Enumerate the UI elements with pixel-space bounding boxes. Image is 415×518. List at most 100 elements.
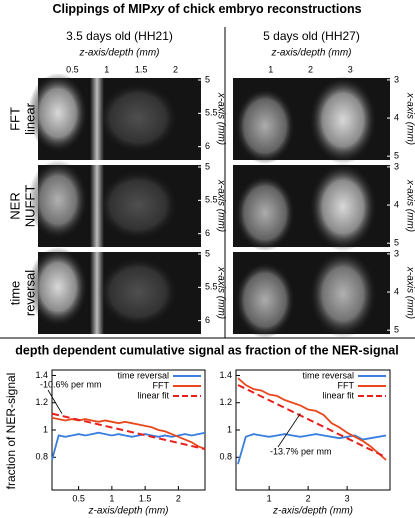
image-feature	[90, 165, 104, 247]
image-feature	[90, 78, 104, 160]
x-tick-label: 2	[306, 493, 311, 503]
y-tick-label: 3	[394, 161, 399, 171]
legend-label: time reversal	[117, 370, 169, 380]
annotation: -13.7% per mm	[270, 446, 332, 456]
y-axis-label: x-axis (mm)	[215, 92, 226, 145]
x-axis-label: z-axis/depth (mm)	[87, 506, 168, 517]
row-label: NER	[7, 192, 22, 219]
annotation-arrow	[47, 389, 63, 414]
y-tick-label: 5.5	[205, 282, 218, 292]
y-tick-label: 6	[205, 141, 210, 151]
x-axis-label: z-axis/depth (mm)	[78, 48, 159, 59]
series-line	[237, 433, 387, 465]
column-title: 3.5 days old (HH21)	[66, 29, 173, 43]
row-label: reversal	[22, 270, 37, 316]
x-tick-label: 2	[173, 64, 178, 74]
x-axis-label: z-axis/depth (mm)	[270, 48, 351, 59]
x-tick-label: 1	[267, 493, 272, 503]
y-tick-label: 0.8	[219, 452, 232, 462]
image-feature	[309, 163, 377, 251]
y-tick-label: 5	[205, 248, 210, 258]
x-tick-label: 1	[109, 493, 114, 503]
x-tick-label: 2	[176, 493, 181, 503]
legend-label: linear fit	[322, 390, 354, 400]
image-feature	[28, 247, 88, 327]
image-panel	[233, 250, 390, 338]
image-panel	[28, 247, 201, 334]
y-tick-label: 5	[394, 238, 399, 248]
series-line	[51, 431, 206, 461]
y-tick-label: 5	[394, 151, 399, 161]
row-label: time	[7, 281, 22, 306]
y-tick-label: 5	[205, 74, 210, 84]
x-tick-label: 1	[104, 64, 109, 74]
image-feature	[98, 170, 178, 240]
y-tick-label: 1.4	[219, 370, 232, 380]
title-part: Clippings of MIP	[52, 2, 150, 16]
row-label: NUFFT	[22, 185, 37, 228]
x-tick-label: 1.5	[139, 493, 152, 503]
y-tick-label: 5	[205, 161, 210, 171]
y-tick-label: 1.2	[35, 397, 48, 407]
y-axis-label: x-axis (mm)	[404, 179, 415, 232]
image-feature	[235, 175, 295, 251]
legend-label: time reversal	[302, 370, 354, 380]
image-panel	[233, 76, 390, 164]
row-label: linear	[22, 102, 37, 134]
annotation: -10.6% per mm	[40, 379, 102, 389]
y-axis-label: x-axis (mm)	[215, 266, 226, 319]
y-tick-label: 1.4	[35, 370, 48, 380]
x-tick-label: 1	[268, 64, 273, 74]
legend-label: linear fit	[137, 390, 169, 400]
y-tick-label: 3	[394, 248, 399, 258]
image-panel	[28, 73, 201, 160]
x-tick-label: 0.5	[72, 493, 85, 503]
row-label: FFT	[7, 107, 22, 131]
y-tick-label: 3	[394, 74, 399, 84]
annotation-arrow	[277, 413, 301, 448]
x-tick-label: 0.5	[66, 64, 79, 74]
image-panel	[233, 163, 390, 251]
y-tick-label: 0.8	[35, 452, 48, 462]
plots-y-label: fraction of NER-signal	[4, 373, 18, 490]
series-line	[51, 412, 206, 451]
column-title: 5 days old (HH27)	[263, 29, 360, 43]
y-tick-label: 1	[227, 424, 232, 434]
title-part: of chick embryo reconstructions	[164, 2, 361, 16]
legend-label: FFT	[153, 380, 170, 390]
y-tick-label: 6	[205, 228, 210, 238]
series-line	[237, 384, 387, 459]
image-feature	[235, 88, 295, 164]
y-tick-label: 5.5	[205, 195, 218, 205]
x-tick-label: 2	[308, 64, 313, 74]
y-axis-label: x-axis (mm)	[215, 179, 226, 232]
x-tick-label: 1.5	[135, 64, 148, 74]
image-feature	[28, 73, 88, 153]
x-axis-label: z-axis/depth (mm)	[272, 506, 353, 517]
plots-title: depth dependent cumulative signal as fra…	[15, 343, 398, 357]
series-line	[237, 377, 387, 461]
image-feature	[235, 262, 295, 338]
image-feature	[309, 250, 377, 338]
legend-label: FFT	[338, 380, 355, 390]
title-part: xy	[149, 2, 165, 16]
image-feature	[309, 76, 377, 164]
image-feature	[90, 252, 104, 334]
figure-title: Clippings of MIPxy of chick embryo recon…	[52, 2, 361, 16]
image-feature	[98, 83, 178, 153]
image-panel	[28, 160, 201, 247]
plot-frame	[235, 369, 391, 491]
y-tick-label: 1.2	[219, 397, 232, 407]
y-tick-label: 5	[394, 325, 399, 335]
y-axis-label: x-axis (mm)	[404, 266, 415, 319]
x-tick-label: 3	[345, 493, 350, 503]
image-feature	[98, 257, 178, 327]
image-feature	[28, 160, 88, 240]
y-tick-label: 5.5	[205, 108, 218, 118]
x-tick-label: 3	[348, 64, 353, 74]
y-axis-label: x-axis (mm)	[404, 92, 415, 145]
y-tick-label: 4	[394, 286, 399, 296]
y-tick-label: 1	[43, 424, 48, 434]
y-tick-label: 4	[394, 112, 399, 122]
y-tick-label: 6	[205, 315, 210, 325]
